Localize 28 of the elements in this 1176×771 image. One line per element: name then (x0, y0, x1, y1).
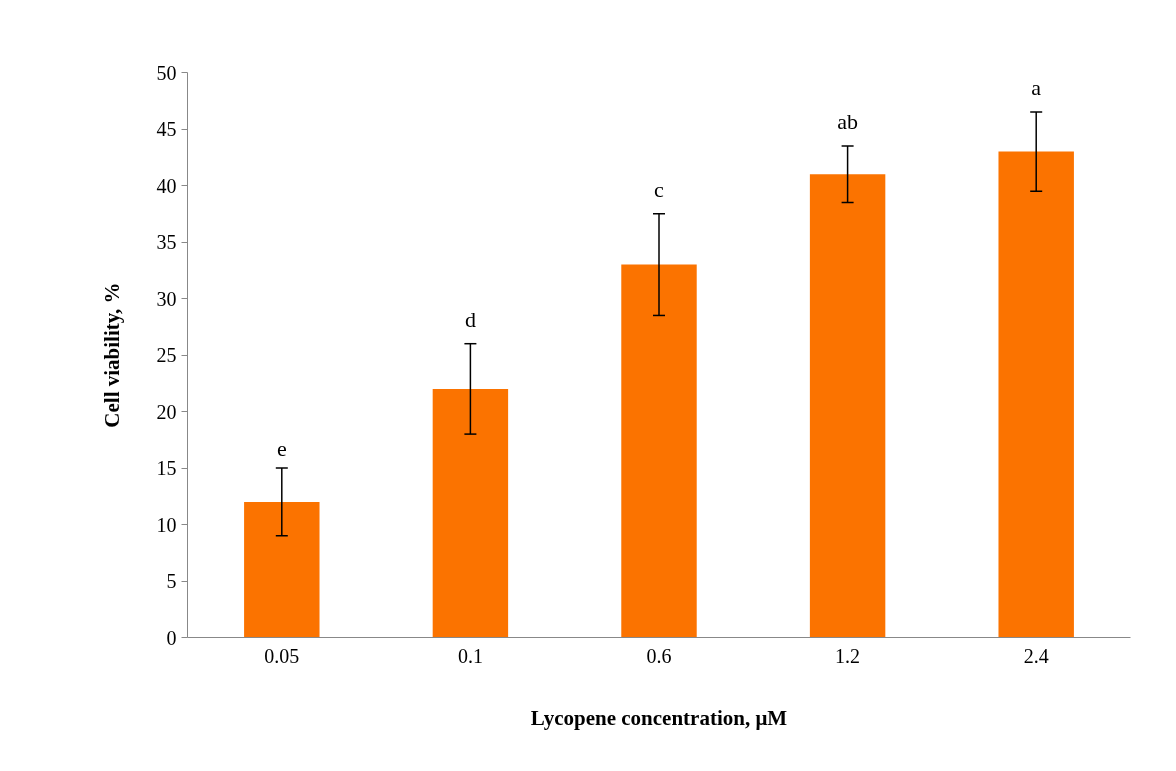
x-tick-label: 2.4 (1023, 644, 1049, 667)
y-tick-label: 40 (156, 174, 177, 197)
y-tick-label: 15 (156, 457, 177, 479)
y-tick-label: 50 (156, 61, 177, 84)
bar (244, 501, 320, 638)
x-axis-title: Lycopene concentration, μM (530, 705, 788, 730)
bar (809, 174, 886, 638)
annotation: a (1031, 75, 1042, 101)
x-tick-label: 1.2 (835, 644, 861, 667)
bar (432, 388, 509, 638)
y-tick-label: 20 (156, 400, 177, 423)
y-axis-title: Cell viability, % (99, 282, 124, 428)
annotation: ab (837, 108, 858, 134)
x-tick-label: 0.1 (457, 644, 483, 667)
y-tick-label: 5 (166, 570, 177, 592)
y-tick-label: 25 (156, 344, 177, 366)
annotation: e (276, 436, 287, 461)
annotation: d (464, 306, 476, 332)
y-tick-label: 0 (166, 626, 177, 649)
bar (621, 264, 697, 638)
y-tick-label: 35 (156, 231, 177, 253)
bar (998, 151, 1074, 638)
y-tick-label: 30 (156, 287, 177, 310)
y-tick-label: 45 (156, 118, 177, 140)
x-tick-label: 0.05 (264, 644, 300, 667)
annotation: c (654, 176, 665, 202)
x-tick-label: 0.6 (646, 644, 672, 667)
y-tick-label: 10 (156, 513, 177, 536)
